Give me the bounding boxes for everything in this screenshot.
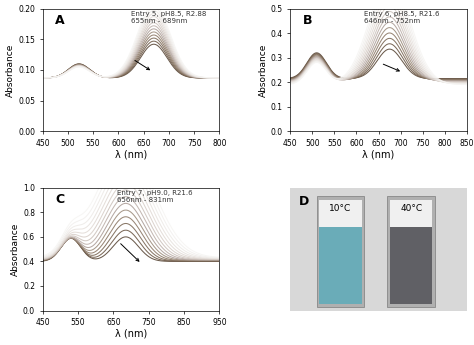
Text: Entry 6, pH8.5, R21.6
646nm - 752nm: Entry 6, pH8.5, R21.6 646nm - 752nm [365, 11, 440, 24]
Text: B: B [302, 13, 312, 27]
Bar [319, 200, 362, 227]
Y-axis label: Absorbance: Absorbance [11, 223, 20, 276]
Text: Entry 7, pH9.0, R21.6
656nm - 831nm: Entry 7, pH9.0, R21.6 656nm - 831nm [117, 190, 192, 203]
Bar [390, 200, 432, 227]
X-axis label: λ (nm): λ (nm) [115, 149, 147, 159]
X-axis label: λ (nm): λ (nm) [115, 328, 147, 338]
Bar [319, 227, 362, 304]
Bar [387, 196, 435, 307]
Y-axis label: Absorbance: Absorbance [6, 43, 15, 97]
Text: Entry 5, pH8.5, R2.88
655nm - 689nm: Entry 5, pH8.5, R2.88 655nm - 689nm [131, 11, 206, 24]
Text: D: D [299, 195, 309, 208]
Text: 10°C: 10°C [329, 204, 352, 213]
Text: 40°C: 40°C [400, 204, 422, 213]
Bar [390, 227, 432, 304]
X-axis label: λ (nm): λ (nm) [363, 149, 395, 159]
Y-axis label: Absorbance: Absorbance [259, 43, 268, 97]
Bar [317, 196, 365, 307]
Text: A: A [55, 13, 64, 27]
Text: C: C [55, 193, 64, 206]
